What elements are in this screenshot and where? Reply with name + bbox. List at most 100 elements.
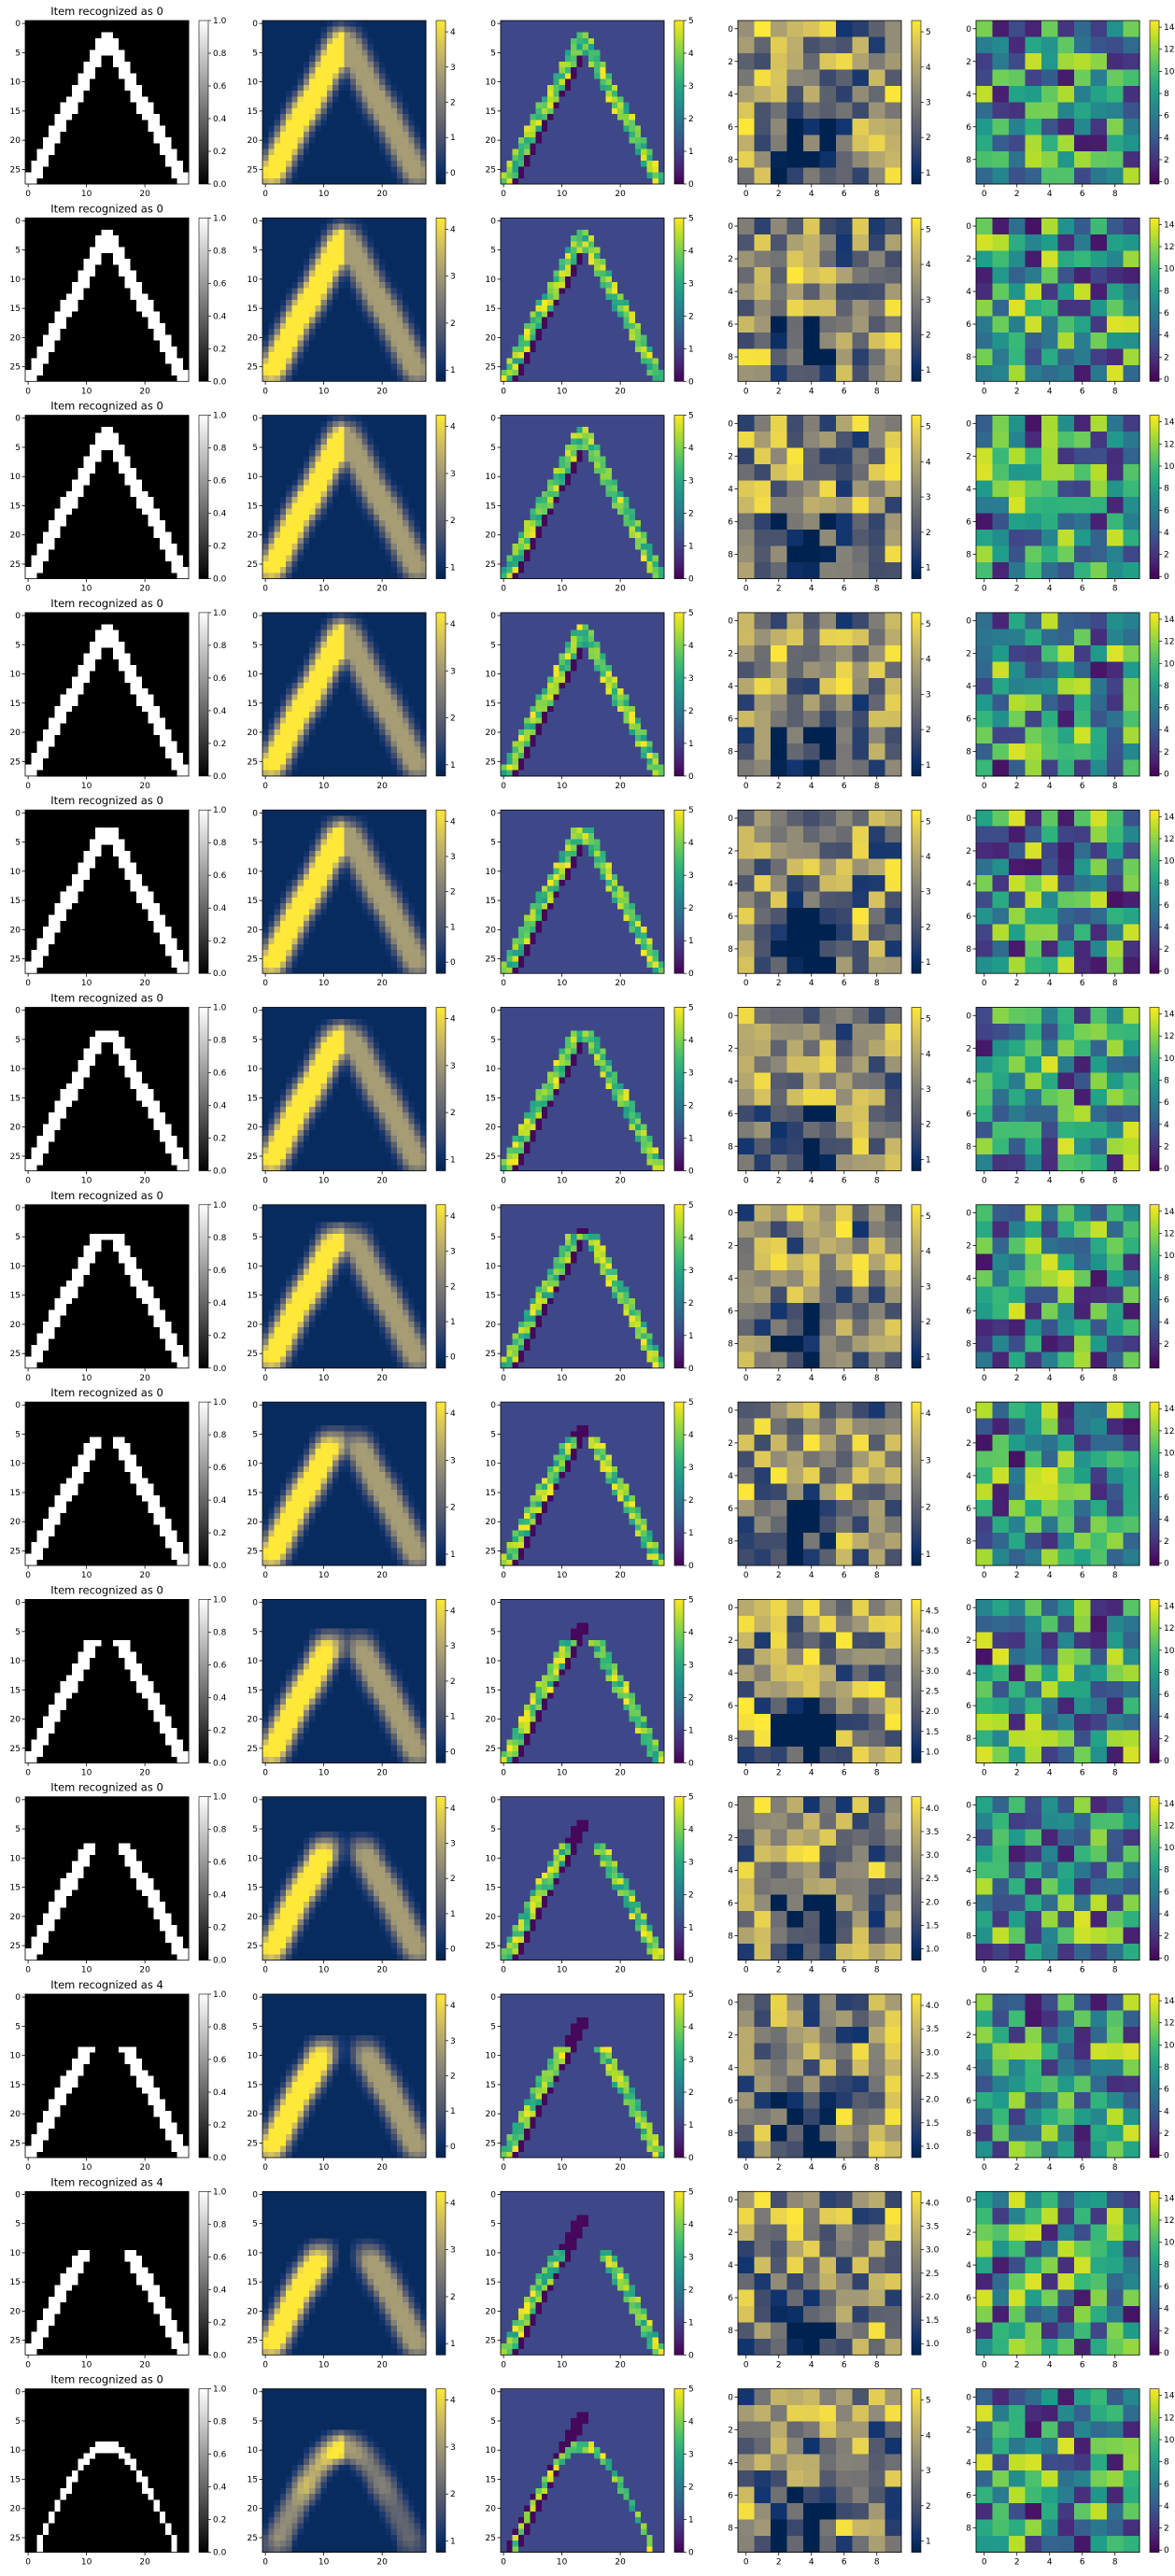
heatmap-cell xyxy=(379,73,386,79)
heatmap-cell xyxy=(183,21,190,27)
heatmap-cell xyxy=(78,178,84,185)
heatmap-cell xyxy=(165,149,172,156)
heatmap-cell xyxy=(379,26,386,33)
heatmap-cell xyxy=(84,178,91,185)
heatmap-cell xyxy=(31,85,37,92)
heatmap-cell xyxy=(160,33,166,39)
heatmap-cell xyxy=(350,114,357,120)
heatmap-cell xyxy=(350,173,357,179)
heatmap-cell xyxy=(653,26,659,33)
heatmap-cell xyxy=(635,44,642,50)
heatmap-cell xyxy=(119,161,125,167)
heatmap-cell xyxy=(37,120,44,126)
heatmap-cell xyxy=(345,137,351,144)
heatmap-cell xyxy=(171,103,177,109)
heatmap-cell xyxy=(547,21,554,27)
heatmap-cell xyxy=(43,38,50,45)
heatmap-cell xyxy=(309,137,316,144)
heatmap-cell xyxy=(361,126,368,133)
heatmap-cell xyxy=(304,178,310,185)
heatmap-cell xyxy=(653,33,659,39)
heatmap-cell xyxy=(148,21,154,27)
heatmap-cell xyxy=(420,79,427,86)
heatmap-cell xyxy=(321,21,328,27)
heatmap-cell xyxy=(43,73,50,79)
heatmap-cell xyxy=(61,26,67,33)
heatmap-cell xyxy=(275,126,281,133)
heatmap-cell xyxy=(415,56,421,63)
heatmap-cell xyxy=(374,137,380,144)
heatmap-cell xyxy=(368,132,375,138)
heatmap-cell xyxy=(333,56,339,63)
heatmap-cell xyxy=(298,44,304,50)
heatmap-cell xyxy=(385,155,391,162)
heatmap-cell xyxy=(321,166,328,173)
heatmap-cell xyxy=(37,21,44,27)
heatmap-cell xyxy=(275,50,281,56)
heatmap-cell xyxy=(403,173,409,179)
heatmap-cell xyxy=(31,137,37,144)
heatmap-cell xyxy=(31,96,37,103)
heatmap-cell xyxy=(350,79,357,86)
heatmap-cell xyxy=(142,67,149,74)
heatmap-cell xyxy=(183,166,190,173)
heatmap-cell xyxy=(177,85,184,92)
heatmap-cell xyxy=(280,103,287,109)
heatmap-cell xyxy=(350,26,357,33)
heatmap-cell xyxy=(72,85,78,92)
heatmap-cell xyxy=(356,85,362,92)
heatmap-cell xyxy=(280,56,287,63)
heatmap-cell xyxy=(160,114,166,120)
heatmap-cell xyxy=(321,143,328,149)
heatmap-cell xyxy=(78,56,84,63)
heatmap-cell xyxy=(54,79,61,86)
heatmap-cell xyxy=(420,178,427,185)
heatmap-cell xyxy=(49,62,55,68)
heatmap-cell xyxy=(90,178,96,185)
heatmap-cell xyxy=(379,120,386,126)
heatmap-cell xyxy=(66,132,73,138)
heatmap-cell xyxy=(84,137,91,144)
heatmap-cell xyxy=(66,103,73,109)
heatmap-cell xyxy=(391,120,398,126)
heatmap-cell xyxy=(31,21,37,27)
heatmap-cell xyxy=(95,149,102,156)
heatmap-cell xyxy=(66,73,73,79)
heatmap-cell xyxy=(415,103,421,109)
heatmap-cell xyxy=(37,166,44,173)
heatmap-cell xyxy=(124,73,131,79)
heatmap-cell xyxy=(315,126,321,133)
heatmap-cell xyxy=(262,155,269,162)
heatmap-cell xyxy=(142,44,149,50)
heatmap-cell xyxy=(101,143,107,149)
heatmap-cell xyxy=(183,137,190,144)
heatmap-cell xyxy=(78,85,84,92)
heatmap-cell xyxy=(72,67,78,74)
heatmap-cell xyxy=(72,173,78,179)
heatmap-cell xyxy=(160,132,166,138)
heatmap-cell xyxy=(160,161,166,167)
heatmap-cell xyxy=(275,21,281,27)
heatmap-cell xyxy=(547,38,554,45)
heatmap-cell xyxy=(54,21,61,27)
heatmap-cell xyxy=(391,149,398,156)
heatmap-cell xyxy=(420,143,427,149)
heatmap-cell xyxy=(333,143,339,149)
heatmap-cell xyxy=(275,38,281,45)
heatmap-cell xyxy=(165,79,172,86)
heatmap-cell xyxy=(356,173,362,179)
heatmap-cell xyxy=(31,108,37,115)
heatmap-cell xyxy=(171,79,177,86)
heatmap-cell xyxy=(177,166,184,173)
heatmap-cell xyxy=(309,166,316,173)
heatmap-cell xyxy=(61,73,67,79)
heatmap-cell xyxy=(262,132,269,138)
heatmap-cell xyxy=(37,96,44,103)
heatmap-cell xyxy=(124,120,131,126)
heatmap-cell xyxy=(641,21,647,27)
heatmap-cell xyxy=(420,73,427,79)
heatmap-cell xyxy=(379,56,386,63)
heatmap-cell xyxy=(43,126,50,133)
heatmap-cell xyxy=(304,67,310,74)
